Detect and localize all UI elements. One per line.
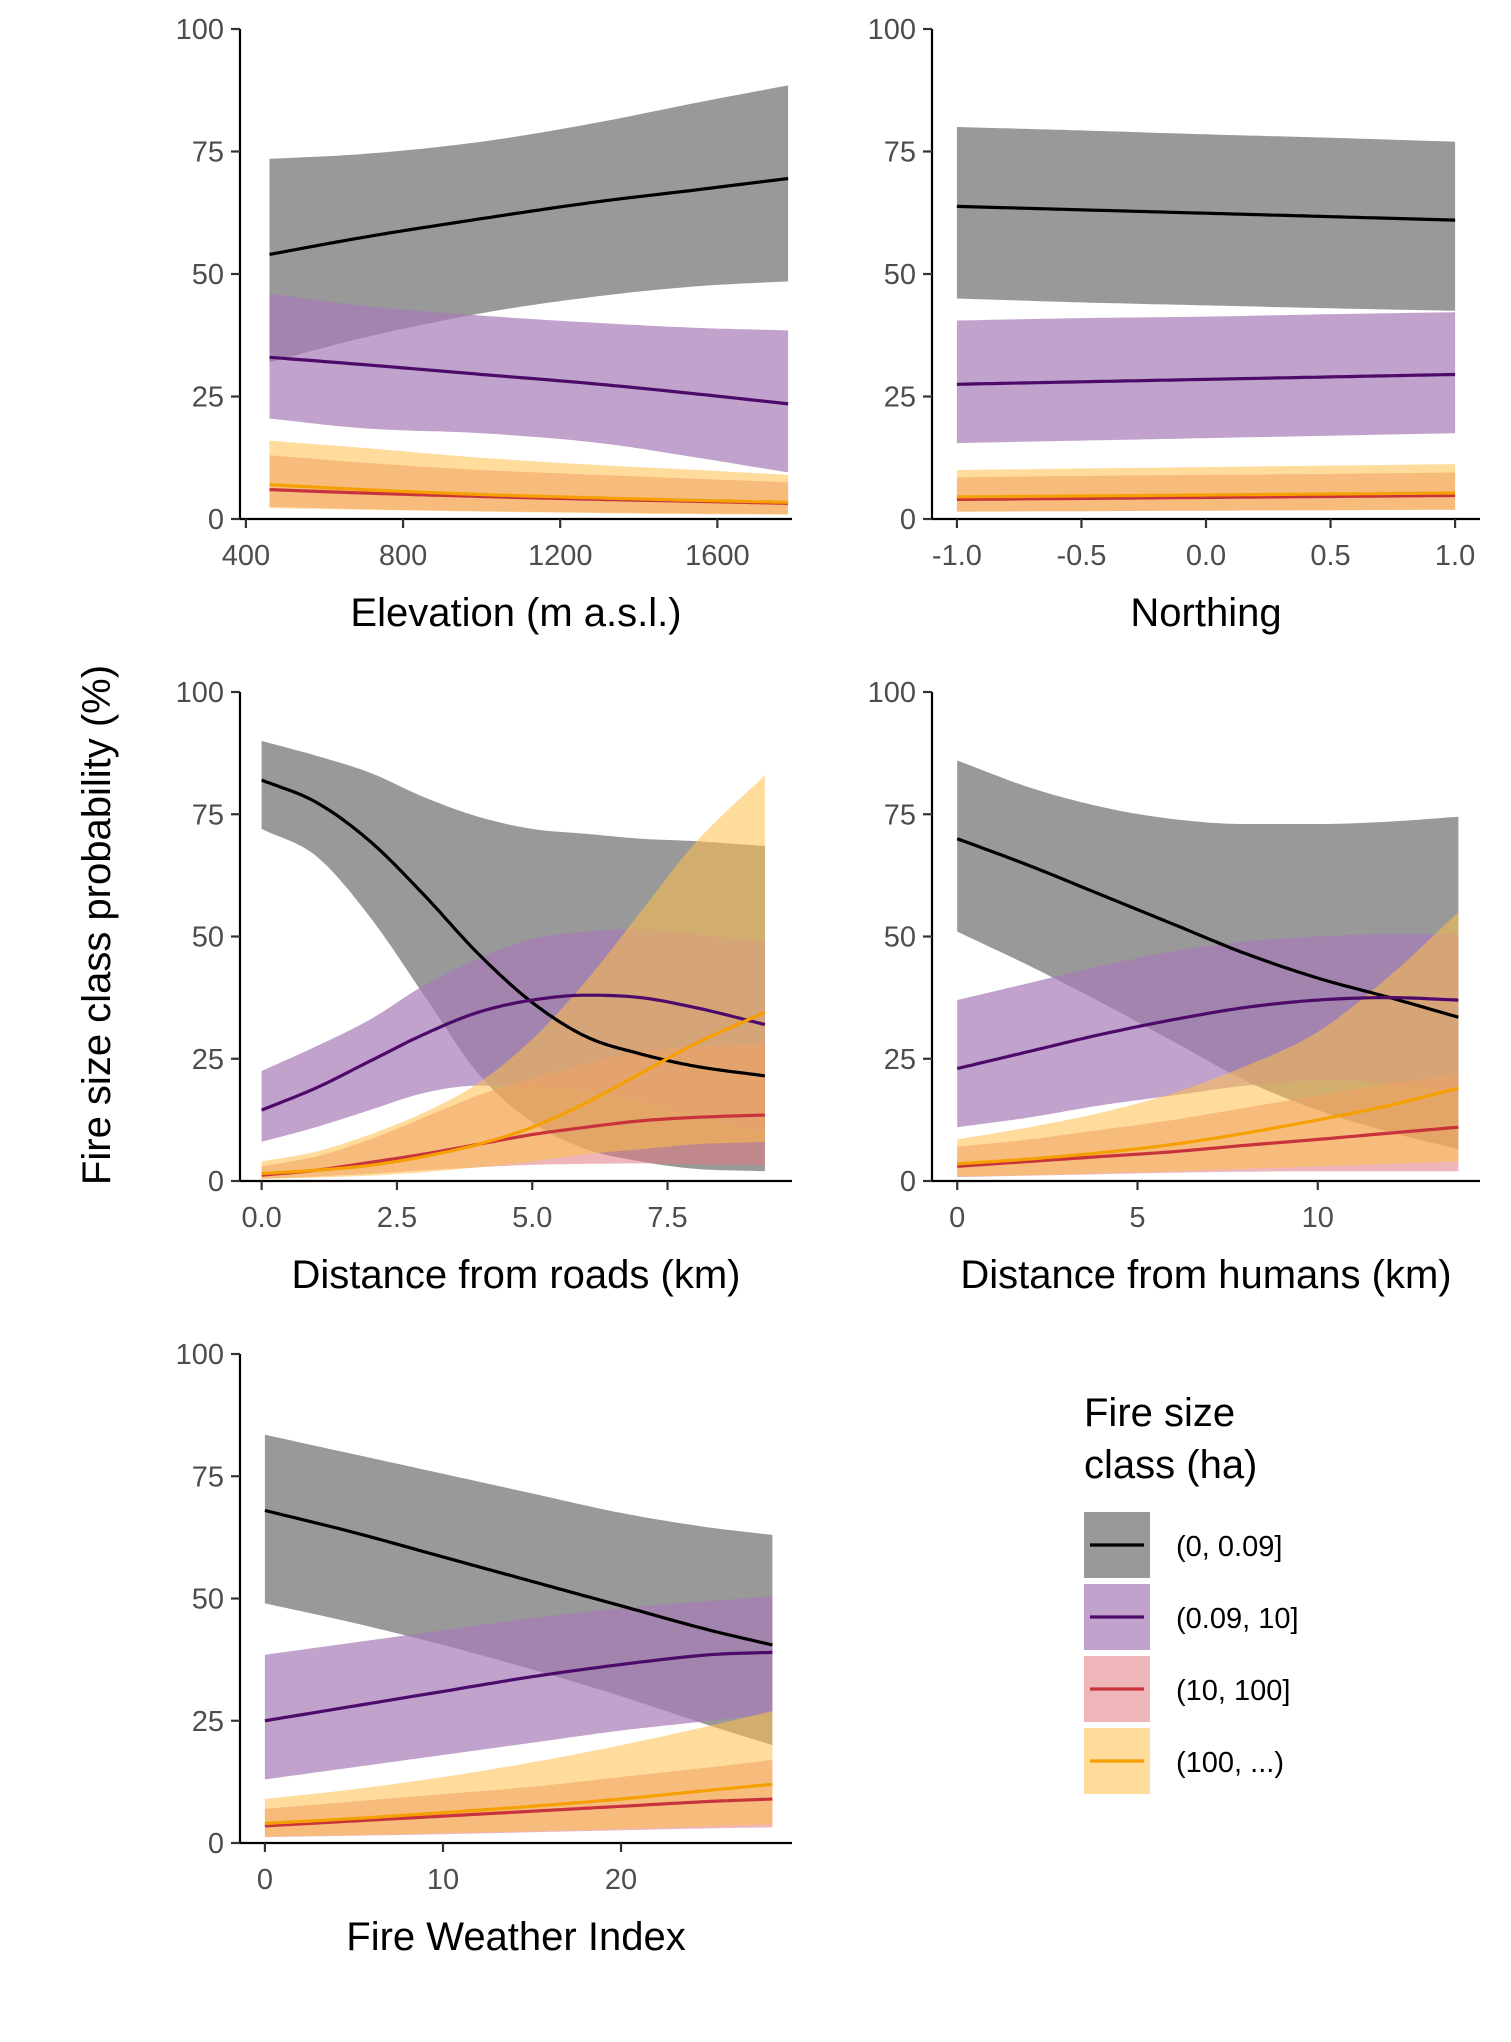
confidence-band-series-1 [956, 127, 1456, 311]
legend-entry-3: (10, 100] [1084, 1656, 1290, 1722]
y-tick-label: 75 [192, 1461, 224, 1493]
mean-line-series-3 [264, 1797, 773, 1828]
x-tick-label: 1.0 [1435, 540, 1475, 572]
x-tick-label: 800 [379, 540, 427, 572]
y-tick-label: 50 [192, 922, 224, 954]
legend-title-line2: class (ha) [1084, 1443, 1257, 1487]
mean-line-series-4 [261, 1010, 766, 1176]
x-tick-label: 0.0 [241, 1202, 281, 1234]
confidence-band-series-2 [956, 312, 1456, 444]
y-tick-label: 75 [884, 799, 916, 831]
mean-line-series-1 [956, 204, 1456, 222]
x-axis-title: Distance from roads (km) [292, 1253, 741, 1297]
x-axis-title: Northing [1130, 591, 1281, 635]
x-tick-label: 10 [1302, 1202, 1334, 1234]
legend-title-line1: Fire size [1084, 1391, 1235, 1435]
x-tick-label: -1.0 [932, 540, 982, 572]
x-tick-label: 7.5 [647, 1202, 687, 1234]
legend-entry-1: (0, 0.09] [1084, 1512, 1282, 1578]
y-tick-label: 25 [192, 1706, 224, 1738]
mean-line-series-1 [260, 778, 766, 1078]
confidence-band-series-2 [269, 293, 789, 473]
y-tick-label: 0 [900, 504, 916, 536]
y-tick-label: 50 [192, 259, 224, 291]
mean-line-series-2 [956, 372, 1456, 386]
mean-line-series-4 [264, 1782, 773, 1825]
x-tick-label: 400 [222, 540, 270, 572]
legend-label: (10, 100] [1176, 1675, 1290, 1707]
legend-label: (0, 0.09] [1176, 1531, 1282, 1563]
legend-label: (0.09, 10] [1176, 1603, 1299, 1635]
mean-line-series-3 [956, 493, 1456, 501]
y-tick-label: 50 [884, 922, 916, 954]
mean-line-series-3 [957, 1125, 1459, 1168]
mean-line-series-2 [956, 995, 1459, 1071]
chart-panel-2: 0 25 50 75 100 -1.0 -0.5 0.0 0.5 1.0 Northing [868, 14, 1480, 635]
mean-line-series-1 [269, 176, 789, 256]
y-tick-label: 25 [192, 1044, 224, 1076]
confidence-band-series-1 [269, 85, 789, 363]
y-tick-label: 0 [208, 504, 224, 536]
confidence-band-series-4 [269, 440, 789, 515]
confidence-band-series-2 [264, 1596, 773, 1780]
y-tick-label: 50 [192, 1584, 224, 1616]
legend: Fire size class (ha) (0, 0.09] (0.09, 10]… [1084, 1391, 1299, 1794]
x-tick-label: 2.5 [377, 1202, 417, 1234]
y-tick-label: 0 [208, 1166, 224, 1198]
chart-panel-3: 0 25 50 75 100 0.0 2.5 5.0 7.5 Distance from road… [176, 677, 792, 1297]
x-tick-label: -0.5 [1056, 540, 1106, 572]
y-tick-label: 75 [192, 799, 224, 831]
y-tick-label: 0 [900, 1166, 916, 1198]
y-tick-label: 100 [176, 14, 224, 46]
y-tick-label: 100 [868, 677, 916, 709]
legend-entry-2: (0.09, 10] [1084, 1584, 1299, 1650]
mean-line-series-2 [264, 1650, 773, 1723]
x-axis-title: Fire Weather Index [346, 1915, 685, 1959]
legend-label: (100, ...) [1176, 1747, 1284, 1779]
y-tick-label: 0 [208, 1828, 224, 1860]
x-axis-title: Elevation (m a.s.l.) [350, 591, 681, 635]
chart-panel-4: 0 25 50 75 100 0 5 10 Distance from humans (km) [868, 677, 1480, 1297]
x-tick-label: 20 [605, 1864, 637, 1896]
y-tick-label: 50 [884, 259, 916, 291]
x-tick-label: 5.0 [512, 1202, 552, 1234]
y-tick-label: 75 [192, 137, 224, 169]
mean-line-series-4 [957, 1086, 1459, 1166]
mean-line-series-4 [269, 483, 789, 504]
y-tick-label: 25 [884, 1044, 916, 1076]
chart-panel-5: 0 25 50 75 100 0 10 20 Fire Weather Index [176, 1339, 792, 1959]
confidence-band-series-4 [957, 912, 1459, 1177]
x-tick-label: 0.5 [1310, 540, 1350, 572]
mean-line-series-2 [260, 993, 766, 1112]
x-tick-label: 0 [949, 1202, 965, 1234]
y-tick-label: 100 [868, 14, 916, 46]
x-tick-label: 1600 [685, 540, 750, 572]
x-tick-label: 1200 [528, 540, 593, 572]
shared-y-axis-title: Fire size class probability (%) [75, 665, 119, 1185]
x-tick-label: 10 [427, 1864, 459, 1896]
x-tick-label: 5 [1129, 1202, 1145, 1234]
mean-line-series-1 [264, 1508, 773, 1647]
x-tick-label: 0 [257, 1864, 273, 1896]
y-tick-label: 100 [176, 1339, 224, 1371]
y-tick-label: 100 [176, 677, 224, 709]
legend-entry-4: (100, ...) [1084, 1728, 1284, 1794]
mean-line-series-4 [956, 491, 1456, 499]
confidence-band-series-4 [956, 464, 1456, 512]
x-axis-title: Distance from humans (km) [960, 1253, 1451, 1297]
x-tick-label: 0.0 [1186, 540, 1226, 572]
mean-line-series-1 [956, 837, 1459, 1019]
y-tick-label: 75 [884, 137, 916, 169]
y-tick-label: 25 [884, 382, 916, 414]
y-tick-label: 25 [192, 382, 224, 414]
confidence-band-series-4 [261, 775, 765, 1179]
mean-line-series-2 [269, 355, 789, 406]
